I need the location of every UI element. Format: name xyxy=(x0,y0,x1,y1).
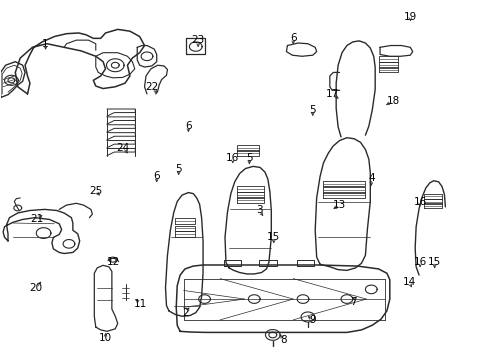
Text: 14: 14 xyxy=(402,277,415,287)
Text: 8: 8 xyxy=(280,334,286,345)
Text: 3: 3 xyxy=(255,206,262,216)
Text: 4: 4 xyxy=(367,173,374,183)
Text: 6: 6 xyxy=(185,121,191,131)
Text: 16: 16 xyxy=(412,257,426,267)
Text: 19: 19 xyxy=(403,12,416,22)
Text: 21: 21 xyxy=(31,215,44,224)
Text: 6: 6 xyxy=(153,171,160,181)
Text: 25: 25 xyxy=(89,186,102,196)
Text: 23: 23 xyxy=(191,35,204,45)
Text: 15: 15 xyxy=(427,257,440,267)
Text: 15: 15 xyxy=(266,232,280,242)
Text: 5: 5 xyxy=(309,105,315,115)
Text: 1: 1 xyxy=(42,39,49,49)
Text: 13: 13 xyxy=(332,200,346,210)
Text: 5: 5 xyxy=(245,153,252,163)
Text: 12: 12 xyxy=(107,257,120,267)
Text: 9: 9 xyxy=(309,315,315,325)
Text: 2: 2 xyxy=(183,308,189,318)
Text: 11: 11 xyxy=(134,299,147,309)
Text: 16: 16 xyxy=(412,197,426,207)
Text: 18: 18 xyxy=(386,96,399,106)
Text: 7: 7 xyxy=(350,297,356,307)
Text: 6: 6 xyxy=(289,33,296,43)
Text: 17: 17 xyxy=(325,89,338,99)
Text: 20: 20 xyxy=(29,283,42,293)
Text: 16: 16 xyxy=(226,153,239,163)
Text: 24: 24 xyxy=(116,143,129,153)
Text: 22: 22 xyxy=(145,82,158,92)
Text: 10: 10 xyxy=(99,333,112,343)
Text: 5: 5 xyxy=(175,164,182,174)
